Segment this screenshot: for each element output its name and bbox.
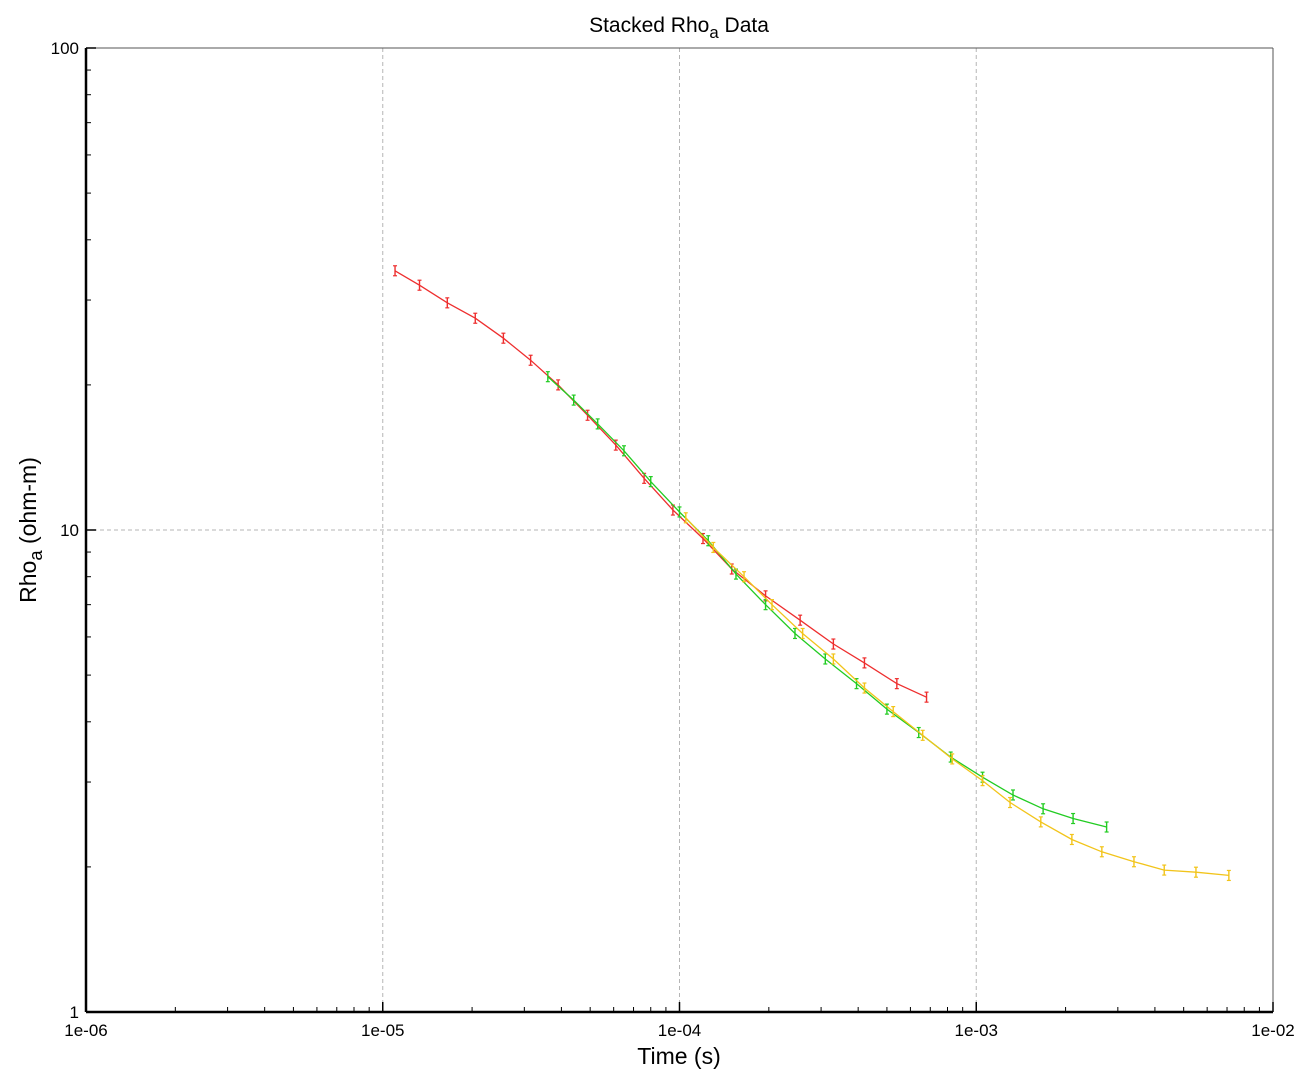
series-line: [394, 270, 927, 698]
data-point: [894, 678, 899, 690]
x-tick-label: 1e-02: [1251, 1021, 1294, 1040]
data-point: [891, 705, 896, 718]
data-point: [445, 297, 450, 309]
data-point: [417, 279, 422, 291]
data-point: [648, 476, 653, 488]
data-point: [706, 535, 711, 547]
data-point: [545, 371, 550, 383]
x-axis-label: Time (s): [637, 1043, 720, 1069]
data-point: [800, 627, 805, 640]
data-point: [792, 627, 797, 640]
data-point: [556, 379, 561, 391]
data-point: [862, 657, 867, 669]
data-point: [1041, 803, 1046, 815]
axes-layer: 1e-06 1e-05 1e-04 1e-03 1e-02 1 10 100: [51, 39, 1295, 1040]
data-point: [595, 418, 600, 430]
series-3: [683, 512, 1231, 882]
x-tick-label: 1e-06: [64, 1021, 107, 1040]
data-point: [1011, 789, 1016, 801]
data-point: [528, 354, 533, 366]
data-point: [823, 653, 828, 665]
grid-layer: [86, 48, 1273, 1012]
data-point: [683, 512, 688, 524]
data-point: [1038, 816, 1043, 828]
data-point: [831, 638, 836, 650]
y-tick-label: 1: [70, 1003, 79, 1022]
data-point: [1069, 833, 1074, 846]
data-point: [831, 653, 836, 665]
data-point: [621, 445, 626, 457]
series-line: [685, 517, 1229, 877]
data-point: [920, 729, 925, 741]
data-point: [393, 265, 398, 277]
data-point: [1162, 864, 1167, 876]
series-line: [547, 376, 1107, 828]
data-point: [924, 691, 929, 703]
minor-ticks: [86, 69, 1260, 1012]
data-point: [1193, 866, 1198, 878]
data-point: [1071, 812, 1076, 825]
data-point: [473, 312, 478, 324]
data-point: [742, 571, 747, 583]
data-point: [1104, 821, 1109, 833]
data-point: [980, 775, 985, 787]
data-point: [950, 753, 955, 765]
series-2: [545, 371, 1109, 833]
data-point: [501, 332, 506, 344]
data-point: [1008, 796, 1013, 809]
data-point: [571, 394, 576, 406]
data-point: [862, 682, 867, 694]
data-point: [711, 541, 716, 554]
data-point: [677, 506, 682, 518]
data-point: [1131, 856, 1136, 868]
data-point: [1099, 846, 1104, 858]
series-layer: [393, 265, 1231, 882]
y-axis-label: Rhoa (ohm-m): [15, 457, 46, 603]
y-tick-label: 10: [60, 521, 79, 540]
x-tick-label: 1e-03: [955, 1021, 998, 1040]
data-point: [770, 599, 775, 611]
chart-title: Stacked Rhoa Data: [589, 14, 769, 42]
x-tick-label: 1e-05: [361, 1021, 404, 1040]
data-point: [1226, 869, 1231, 882]
series-1: [393, 265, 929, 703]
data-point: [585, 409, 590, 421]
x-tick-label: 1e-04: [658, 1021, 701, 1040]
data-point: [798, 614, 803, 626]
y-tick-label: 100: [51, 39, 79, 58]
